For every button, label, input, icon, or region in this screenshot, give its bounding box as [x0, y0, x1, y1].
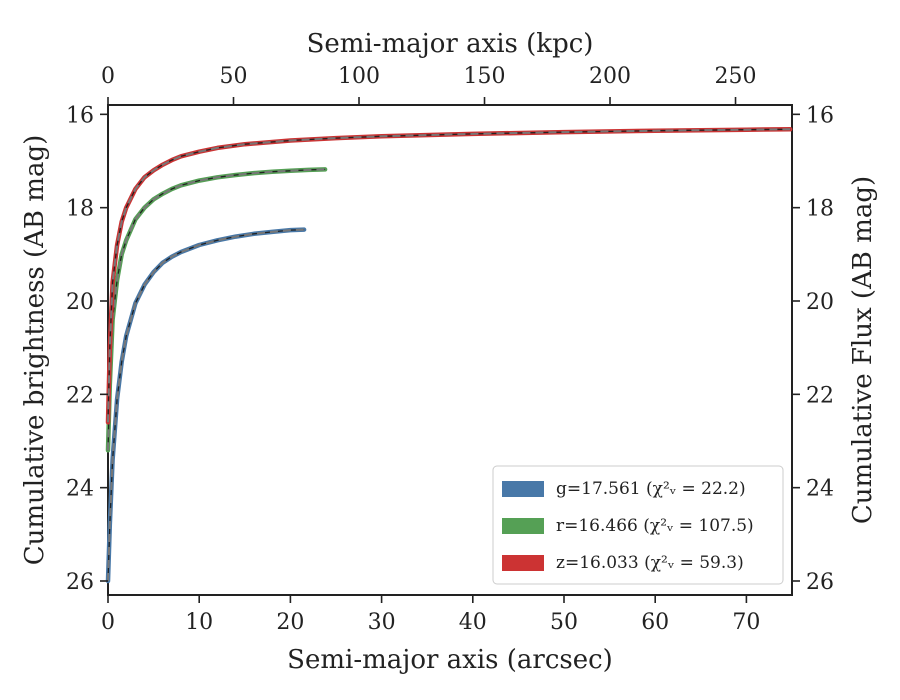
x-tick-label: 70	[732, 610, 760, 635]
x-tick-label: 40	[459, 610, 487, 635]
x-top-tick-label: 100	[338, 64, 380, 89]
y-tick-label: 18	[66, 197, 94, 222]
x-top-tick-label: 150	[464, 64, 506, 89]
x-top-tick-label: 50	[220, 64, 248, 89]
y-tick-label: 26	[66, 570, 94, 595]
x-top-tick-label: 200	[589, 64, 631, 89]
y-right-tick-label: 16	[806, 103, 834, 128]
series-band-2	[105, 127, 793, 425]
legend-label-r: r=16.466 (χ²ᵥ = 107.5)	[556, 516, 754, 536]
y-tick-label: 16	[66, 103, 94, 128]
y-axis-right-label: Cumulative Flux (AB mag)	[848, 176, 878, 524]
series-band-0	[105, 227, 307, 584]
x-tick-label: 0	[101, 610, 115, 635]
y-tick-label: 20	[66, 290, 94, 315]
y-axis-label: Cumulative brightness (AB mag)	[20, 135, 50, 566]
legend-swatch-z	[502, 555, 544, 571]
x-tick-label: 30	[368, 610, 396, 635]
x-tick-label: 50	[550, 610, 578, 635]
series-model-0	[107, 228, 305, 582]
x-tick-label: 10	[185, 610, 213, 635]
legend-label-g: g=17.561 (χ²ᵥ = 22.2)	[556, 479, 746, 499]
legend-swatch-g	[502, 481, 544, 497]
x-top-tick-label: 0	[101, 64, 115, 89]
x-axis-label: Semi-major axis (arcsec)	[287, 645, 613, 675]
y-right-tick-label: 18	[806, 197, 834, 222]
x-top-tick-label: 250	[715, 64, 757, 89]
y-tick-label: 22	[66, 383, 94, 408]
series-line-2	[107, 128, 791, 423]
x-axis-top-label: Semi-major axis (kpc)	[307, 29, 594, 59]
y-tick-label: 24	[66, 477, 94, 502]
y-right-tick-label: 22	[806, 383, 834, 408]
series-model-1	[107, 168, 326, 451]
x-tick-label: 60	[641, 610, 669, 635]
series-band-1	[105, 167, 328, 453]
legend-box	[492, 465, 784, 585]
legend: g=17.561 (χ²ᵥ = 22.2) r=16.466 (χ²ᵥ = 10…	[492, 465, 784, 585]
legend-label-z: z=16.033 (χ²ᵥ = 59.3)	[556, 553, 744, 573]
curves-layer	[105, 127, 793, 584]
legend-swatch-r	[502, 518, 544, 534]
y-right-tick-label: 20	[806, 290, 834, 315]
series-model-2	[107, 128, 791, 423]
y-right-tick-label: 26	[806, 570, 834, 595]
x-tick-label: 20	[276, 610, 304, 635]
y-right-tick-label: 24	[806, 477, 834, 502]
ticks-layer: 0 10 20 30 40 50 60 70 0 50 100 150 200 250 16 16 18 18 20…	[66, 64, 834, 635]
series-line-0	[107, 228, 305, 582]
